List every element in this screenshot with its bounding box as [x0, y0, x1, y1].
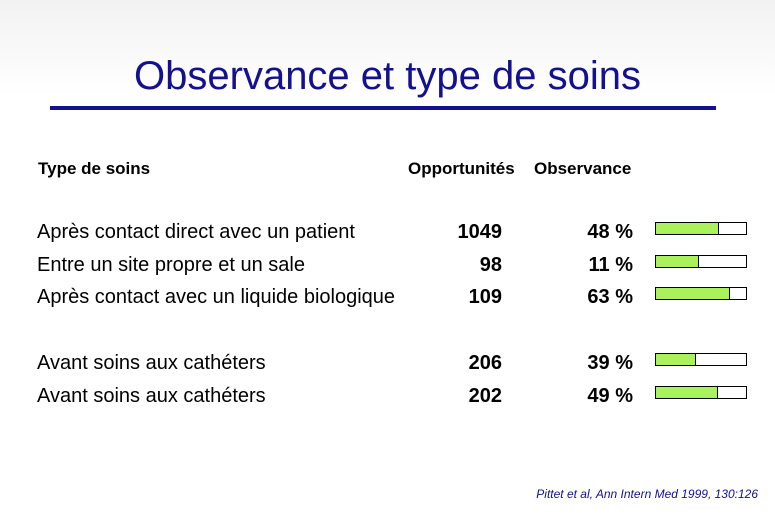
row-observance: 49 % — [587, 385, 633, 407]
header-type-de-soins: Type de soins — [38, 159, 151, 178]
row-label: Avant soins aux cathéters — [37, 385, 266, 407]
row-observance: 11 % — [588, 254, 633, 276]
observance-bar-fill — [656, 256, 700, 267]
row-observance: 48 % — [587, 221, 633, 243]
observance-bar — [655, 353, 747, 366]
citation: Pittet et al, Ann Intern Med 1999, 130:1… — [536, 487, 758, 501]
table-row: Avant soins aux cathéters 206 39 % — [0, 350, 775, 376]
observance-bar-fill — [656, 223, 719, 234]
slide-title: Observance et type de soins — [134, 54, 641, 98]
header-observance: Observance — [534, 159, 632, 178]
row-label: Entre un site propre et un sale — [37, 254, 305, 276]
row-opportunities: 109 — [468, 286, 502, 308]
table-row: Après contact direct avec un patient 104… — [0, 219, 775, 245]
row-label: Après contact avec un liquide biologique — [37, 286, 396, 308]
table-row: Après contact avec un liquide biologique… — [0, 284, 775, 310]
observance-bar — [655, 222, 747, 235]
row-opportunities: 1049 — [457, 221, 503, 243]
observance-bar-fill — [656, 387, 719, 398]
observance-bar-fill — [656, 288, 730, 299]
row-opportunities: 98 — [479, 254, 502, 276]
observance-bar — [655, 386, 747, 399]
row-opportunities: 202 — [468, 385, 502, 407]
row-label: Après contact direct avec un patient — [37, 221, 355, 243]
observance-bar-fill — [656, 354, 696, 365]
row-observance: 63 % — [587, 286, 633, 308]
table-row: Avant soins aux cathéters 202 49 % — [0, 383, 775, 409]
observance-bar — [655, 255, 747, 268]
observance-bar — [655, 287, 747, 300]
row-observance: 39 % — [587, 352, 633, 374]
title-underline — [50, 106, 716, 110]
row-label: Avant soins aux cathéters — [37, 352, 266, 374]
row-opportunities: 206 — [468, 352, 502, 374]
header-opportunites: Opportunités — [408, 159, 515, 178]
table-row: Entre un site propre et un sale 98 11 % — [0, 252, 775, 278]
